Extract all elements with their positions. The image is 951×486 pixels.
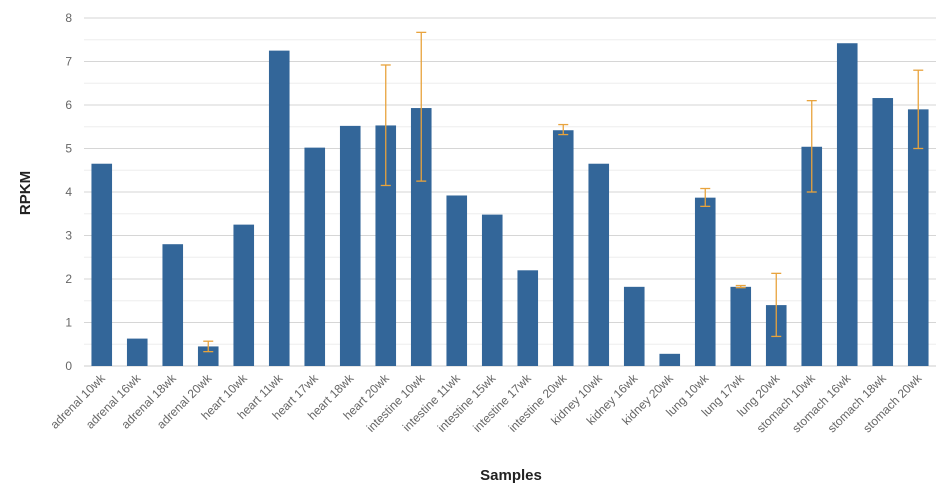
bar [552,130,574,366]
error-bar [806,100,817,193]
bar [91,163,113,366]
error-bars [203,31,924,353]
x-axis-title: Samples [480,467,542,484]
bar [730,286,752,366]
bars [91,43,929,367]
bar [517,270,539,366]
bar [304,147,326,366]
bar [233,224,255,366]
y-axis-title: RPKM [17,171,34,215]
error-bar [735,284,746,289]
bar [375,125,397,366]
bar [339,125,361,366]
bar [197,346,219,366]
error-bar [913,69,924,150]
error-bar [203,340,214,353]
bar [694,197,716,366]
bar [481,214,503,366]
bar [162,244,184,366]
bar [872,98,894,366]
bar [836,43,858,366]
error-bar [416,31,427,182]
gridlines [84,17,936,367]
bar [623,286,645,366]
error-bar [700,187,711,208]
bar [659,353,681,366]
bar [446,195,468,366]
error-bar [771,272,782,338]
bar [801,146,823,366]
y-tick-label: 8 [65,11,72,25]
y-axis-ticks: 0 1 2 3 4 5 6 7 8 [65,11,72,373]
bar [126,338,148,366]
bar [907,109,929,366]
error-bar [380,64,391,187]
y-tick-label: 6 [65,98,72,112]
y-tick-label: 2 [65,272,72,286]
bar [268,50,290,366]
y-tick-label: 7 [65,55,72,69]
y-tick-label: 1 [65,316,72,330]
y-tick-label: 0 [65,359,72,373]
bar [410,108,432,367]
y-tick-label: 4 [65,185,72,199]
error-bar [558,123,569,136]
y-tick-label: 5 [65,142,72,156]
y-tick-label: 3 [65,229,72,243]
bar [588,163,610,366]
